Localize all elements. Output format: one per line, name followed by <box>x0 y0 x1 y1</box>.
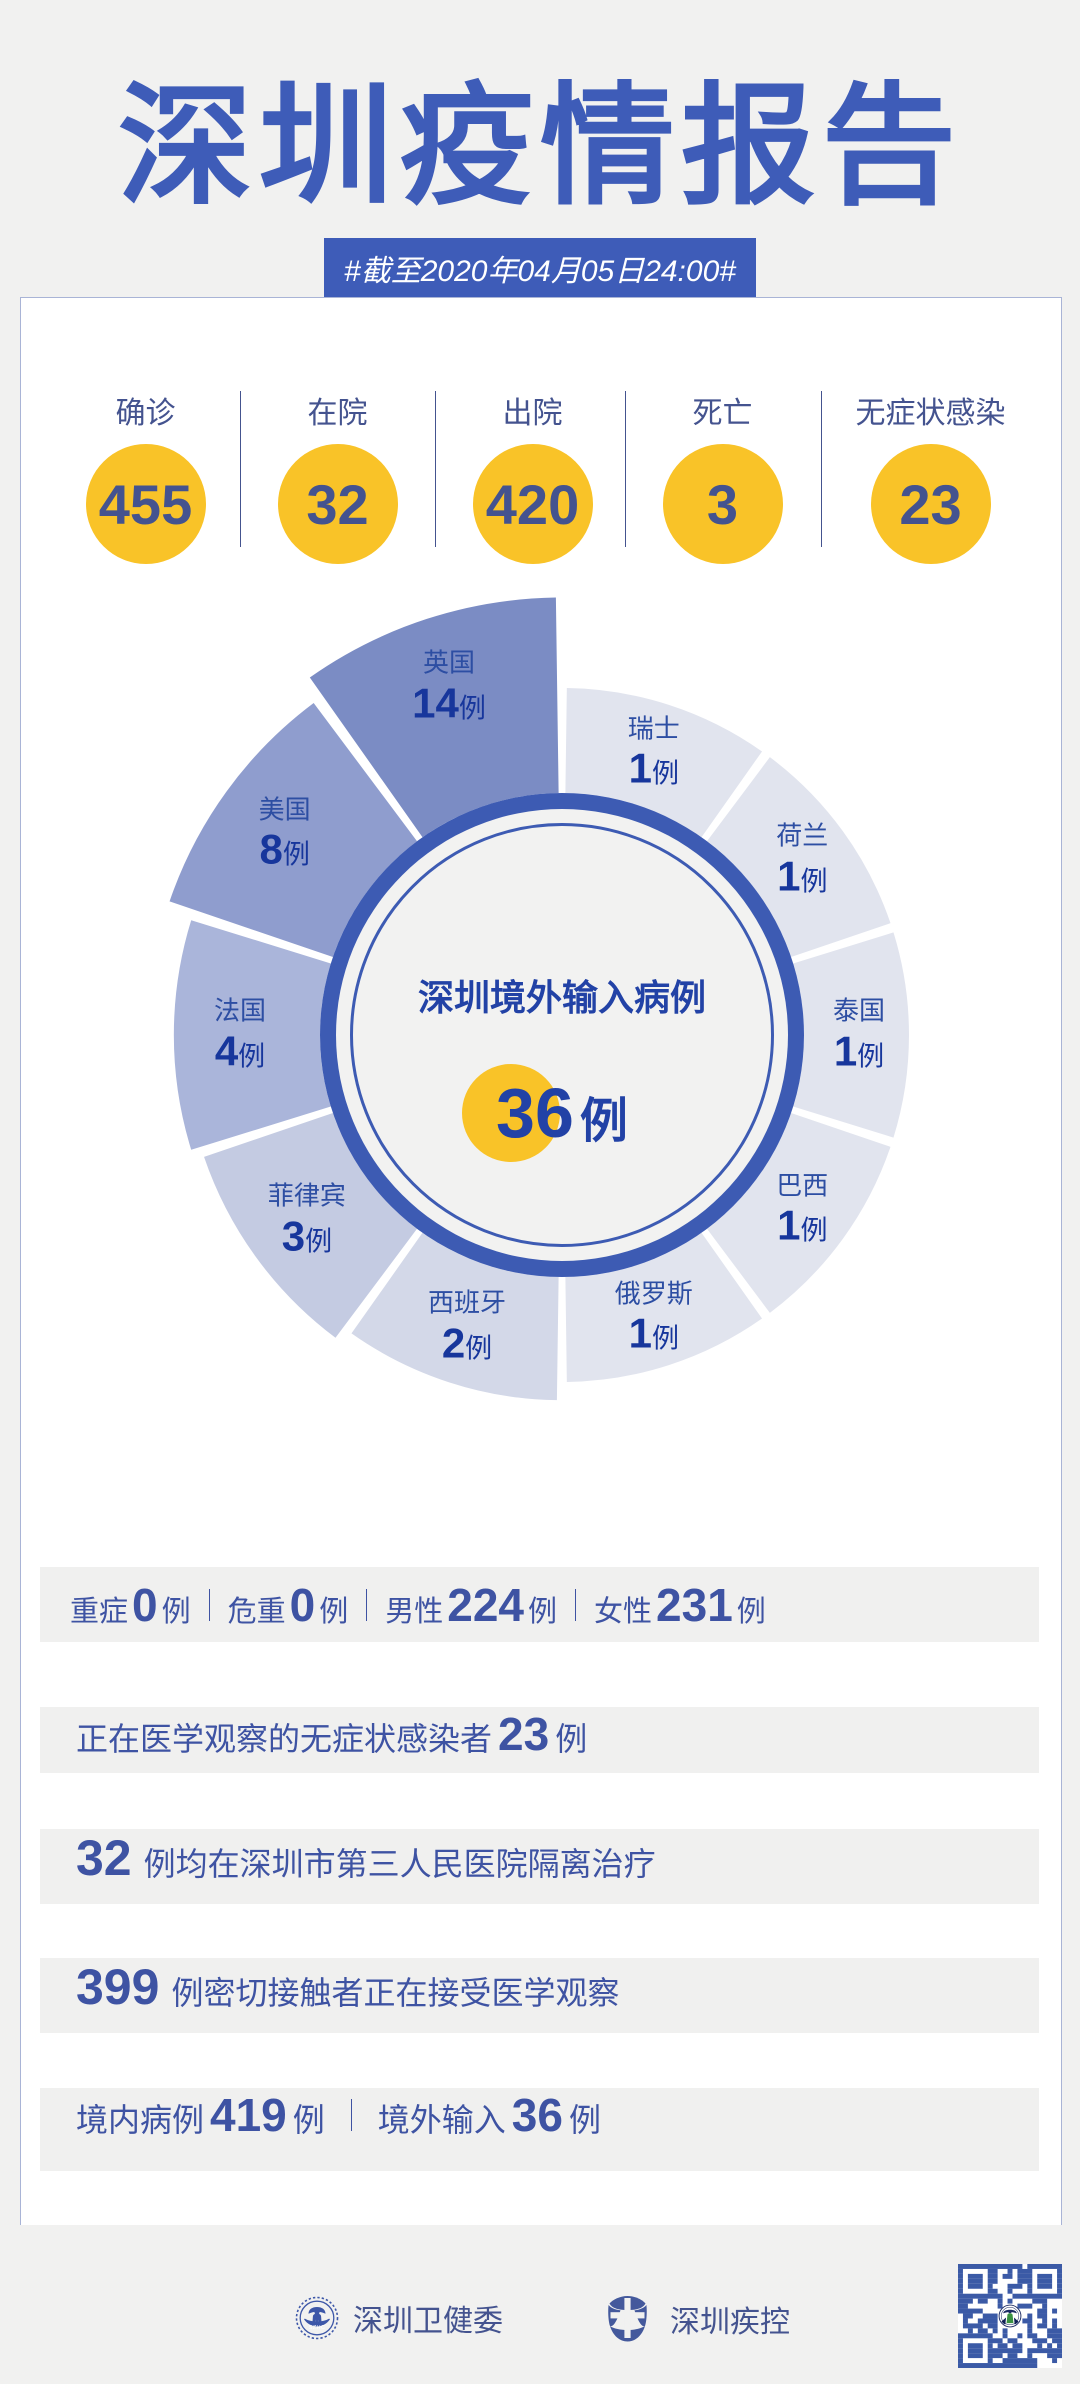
svg-text:SZHC: SZHC <box>309 2325 325 2331</box>
